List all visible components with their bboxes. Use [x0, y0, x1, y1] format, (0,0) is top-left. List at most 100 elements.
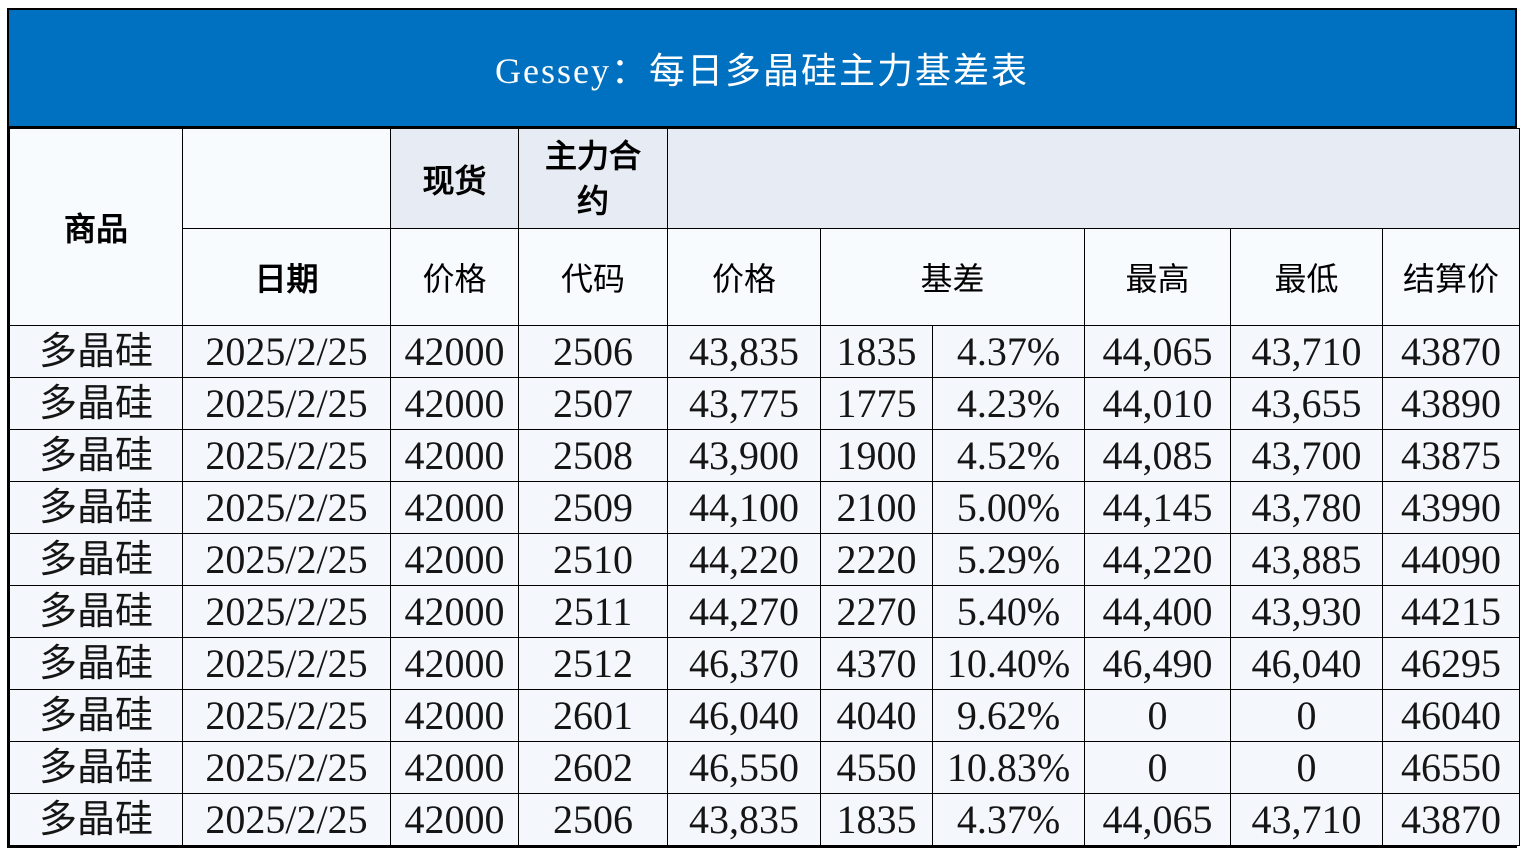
cell-settlement: 44090 [1381, 533, 1521, 586]
cell-spot-price: 42000 [390, 533, 519, 586]
cell-basis-percent: 5.29% [932, 533, 1085, 586]
cell-settlement: 43870 [1381, 325, 1521, 378]
cell-spot-price: 42000 [390, 429, 519, 482]
cell-high: 44,010 [1084, 377, 1231, 430]
header-settlement: 结算价 [1381, 228, 1521, 326]
cell-settlement: 43875 [1381, 429, 1521, 482]
cell-main-price: 43,835 [667, 325, 821, 378]
cell-date: 2025/2/25 [182, 637, 391, 690]
cell-basis-value: 2100 [820, 481, 933, 534]
cell-basis-percent: 5.00% [932, 481, 1085, 534]
cell-main-price: 44,100 [667, 481, 821, 534]
cell-settlement: 46040 [1381, 689, 1521, 742]
cell-high: 46,490 [1084, 637, 1231, 690]
cell-high: 44,065 [1084, 325, 1231, 378]
cell-basis-percent: 10.83% [932, 741, 1085, 794]
cell-low: 43,885 [1230, 533, 1383, 586]
table-row: 多晶硅 2025/2/25 42000 2509 44,100 2100 5.0… [9, 481, 1521, 534]
cell-low: 0 [1230, 689, 1383, 742]
cell-low: 43,700 [1230, 429, 1383, 482]
cell-date: 2025/2/25 [182, 533, 391, 586]
cell-commodity: 多晶硅 [9, 325, 183, 378]
cell-basis-percent: 4.23% [932, 377, 1085, 430]
header-spot-price: 价格 [390, 228, 519, 326]
table-row: 多晶硅 2025/2/25 42000 2510 44,220 2220 5.2… [9, 533, 1521, 586]
cell-settlement: 43890 [1381, 377, 1521, 430]
cell-high: 0 [1084, 689, 1231, 742]
cell-main-price: 44,220 [667, 533, 821, 586]
cell-low: 0 [1230, 741, 1383, 794]
table-row: 多晶硅 2025/2/25 42000 2602 46,550 4550 10.… [9, 741, 1521, 794]
cell-main-price: 43,900 [667, 429, 821, 482]
cell-date: 2025/2/25 [182, 689, 391, 742]
cell-basis-percent: 10.40% [932, 637, 1085, 690]
cell-commodity: 多晶硅 [9, 429, 183, 482]
cell-commodity: 多晶硅 [9, 741, 183, 794]
cell-basis-value: 4550 [820, 741, 933, 794]
cell-date: 2025/2/25 [182, 741, 391, 794]
cell-commodity: 多晶硅 [9, 481, 183, 534]
cell-date: 2025/2/25 [182, 429, 391, 482]
cell-commodity: 多晶硅 [9, 585, 183, 638]
cell-high: 44,220 [1084, 533, 1231, 586]
table-frame: Gessey：每日多晶硅主力基差表 商品 现货 主力合约 日期 价格 [7, 8, 1521, 848]
header-main-price: 价格 [667, 228, 821, 326]
table-row: 多晶硅 2025/2/25 42000 2511 44,270 2270 5.4… [9, 585, 1521, 638]
table-header: 商品 现货 主力合约 日期 价格 代码 价格 基差 最高 最低 结算价 [9, 128, 1521, 326]
header-row-groups: 商品 现货 主力合约 [9, 128, 1521, 326]
cell-main-price: 46,550 [667, 741, 821, 794]
table-row: 多晶硅 2025/2/25 42000 2506 43,835 1835 4.3… [9, 325, 1521, 378]
cell-commodity: 多晶硅 [9, 793, 183, 846]
cell-contract-code: 2508 [518, 429, 668, 482]
cell-date: 2025/2/25 [182, 325, 391, 378]
cell-contract-code: 2510 [518, 533, 668, 586]
cell-low: 43,780 [1230, 481, 1383, 534]
cell-commodity: 多晶硅 [9, 377, 183, 430]
cell-commodity: 多晶硅 [9, 533, 183, 586]
cell-date: 2025/2/25 [182, 585, 391, 638]
cell-low: 43,655 [1230, 377, 1383, 430]
cell-basis-value: 4040 [820, 689, 933, 742]
cell-contract-code: 2509 [518, 481, 668, 534]
cell-date: 2025/2/25 [182, 481, 391, 534]
cell-basis-value: 2220 [820, 533, 933, 586]
basis-table: 商品 现货 主力合约 日期 价格 代码 价格 基差 最高 最低 结算价 [9, 128, 1521, 846]
header-main-contract-label: 主力合约 [544, 137, 641, 219]
cell-basis-percent: 4.52% [932, 429, 1085, 482]
daily-basis-sheet: Gessey：每日多晶硅主力基差表 商品 现货 主力合约 日期 价格 [7, 8, 1521, 848]
cell-basis-percent: 4.37% [932, 325, 1085, 378]
table-row: 多晶硅 2025/2/25 42000 2512 46,370 4370 10.… [9, 637, 1521, 690]
header-main-contract-group: 主力合约 [518, 128, 668, 229]
cell-basis-percent: 9.62% [932, 689, 1085, 742]
table-row: 多晶硅 2025/2/25 42000 2601 46,040 4040 9.6… [9, 689, 1521, 742]
cell-main-price: 43,775 [667, 377, 821, 430]
header-low: 最低 [1230, 228, 1383, 326]
cell-low: 43,930 [1230, 585, 1383, 638]
header-blank-date-group [182, 128, 391, 229]
cell-low: 43,710 [1230, 325, 1383, 378]
cell-spot-price: 42000 [390, 741, 519, 794]
title-bar: Gessey：每日多晶硅主力基差表 [9, 10, 1515, 128]
cell-spot-price: 42000 [390, 637, 519, 690]
cell-high: 0 [1084, 741, 1231, 794]
header-basis: 基差 [820, 228, 1085, 326]
header-commodity: 商品 [9, 128, 183, 326]
cell-contract-code: 2507 [518, 377, 668, 430]
cell-high: 44,400 [1084, 585, 1231, 638]
cell-commodity: 多晶硅 [9, 637, 183, 690]
cell-basis-value: 1775 [820, 377, 933, 430]
cell-contract-code: 2506 [518, 793, 668, 846]
cell-contract-code: 2506 [518, 325, 668, 378]
header-spot-group: 现货 [390, 128, 519, 229]
cell-high: 44,145 [1084, 481, 1231, 534]
cell-date: 2025/2/25 [182, 377, 391, 430]
cell-basis-value: 4370 [820, 637, 933, 690]
cell-main-price: 44,270 [667, 585, 821, 638]
cell-basis-value: 1835 [820, 793, 933, 846]
cell-commodity: 多晶硅 [9, 689, 183, 742]
cell-basis-value: 1900 [820, 429, 933, 482]
cell-settlement: 44215 [1381, 585, 1521, 638]
header-code: 代码 [518, 228, 668, 326]
table-row: 多晶硅 2025/2/25 42000 2508 43,900 1900 4.5… [9, 429, 1521, 482]
page-title: Gessey：每日多晶硅主力基差表 [495, 51, 1029, 91]
